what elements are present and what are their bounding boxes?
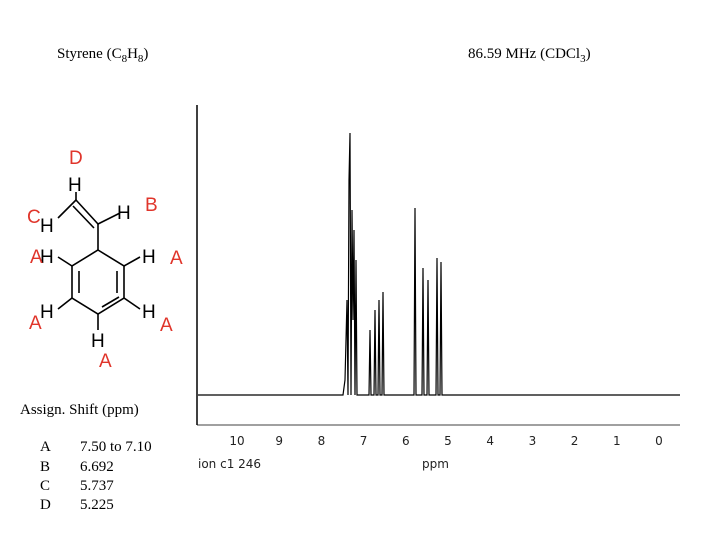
atom-h: H xyxy=(68,175,82,196)
group-label: A xyxy=(99,351,112,372)
axis-ticks: 10 9 8 7 6 5 4 3 2 1 0 xyxy=(229,434,662,448)
subscript: 8 xyxy=(138,53,144,65)
right-title: 86.59 MHz (CDCl3) xyxy=(468,46,591,65)
axis-tick-label: 9 xyxy=(275,434,283,448)
molecule-bonds xyxy=(57,192,141,330)
axis-tick-label: 7 xyxy=(360,434,368,448)
axis-tick-label: 2 xyxy=(571,434,579,448)
axis-tick-label: 4 xyxy=(486,434,494,448)
text: ) xyxy=(143,46,148,62)
left-title: Styrene (C8H8) xyxy=(57,46,148,65)
axis-tick-label: 8 xyxy=(318,434,326,448)
cell: C xyxy=(40,478,50,494)
group-label: C xyxy=(27,207,41,228)
axis-tick-label: 10 xyxy=(229,434,244,448)
group-label: A xyxy=(29,313,42,334)
group-label: A xyxy=(30,247,43,268)
text: ) xyxy=(586,46,591,62)
cell: B xyxy=(40,459,50,475)
cell: 6.692 xyxy=(80,459,114,475)
text: H xyxy=(127,46,138,62)
axis-tick-label: 3 xyxy=(529,434,537,448)
group-label: B xyxy=(145,195,158,216)
group-label: A xyxy=(160,315,173,336)
footnote: ion c1 246 xyxy=(198,457,261,471)
cell: A xyxy=(40,439,51,455)
group-label: D xyxy=(69,148,83,169)
axis-tick-label: 6 xyxy=(402,434,410,448)
subscript: 3 xyxy=(580,53,586,65)
text: Styrene (C xyxy=(57,46,122,62)
atom-h: H xyxy=(40,216,54,237)
subscript: 8 xyxy=(122,53,128,65)
axis-tick-label: 5 xyxy=(444,434,452,448)
text: 86.59 MHz (CDCl xyxy=(468,46,580,62)
axis-label: ppm xyxy=(422,457,449,471)
atom-h: H xyxy=(40,302,54,323)
atom-h: H xyxy=(91,331,105,352)
cell: 5.737 xyxy=(80,478,114,494)
atom-h: H xyxy=(142,247,156,268)
cell: D xyxy=(40,497,51,513)
spectrum-trace xyxy=(198,132,680,396)
axis-tick-label: 0 xyxy=(655,434,663,448)
spectrum xyxy=(196,105,680,426)
cell: 5.225 xyxy=(80,497,114,513)
group-label: A xyxy=(170,248,183,269)
cell: 7.50 to 7.10 xyxy=(80,439,152,455)
atom-h: H xyxy=(142,302,156,323)
atom-h: H xyxy=(40,247,54,268)
atom-h: H xyxy=(117,203,131,224)
table-header: Assign. Shift (ppm) xyxy=(20,402,139,418)
axis-tick-label: 1 xyxy=(613,434,621,448)
